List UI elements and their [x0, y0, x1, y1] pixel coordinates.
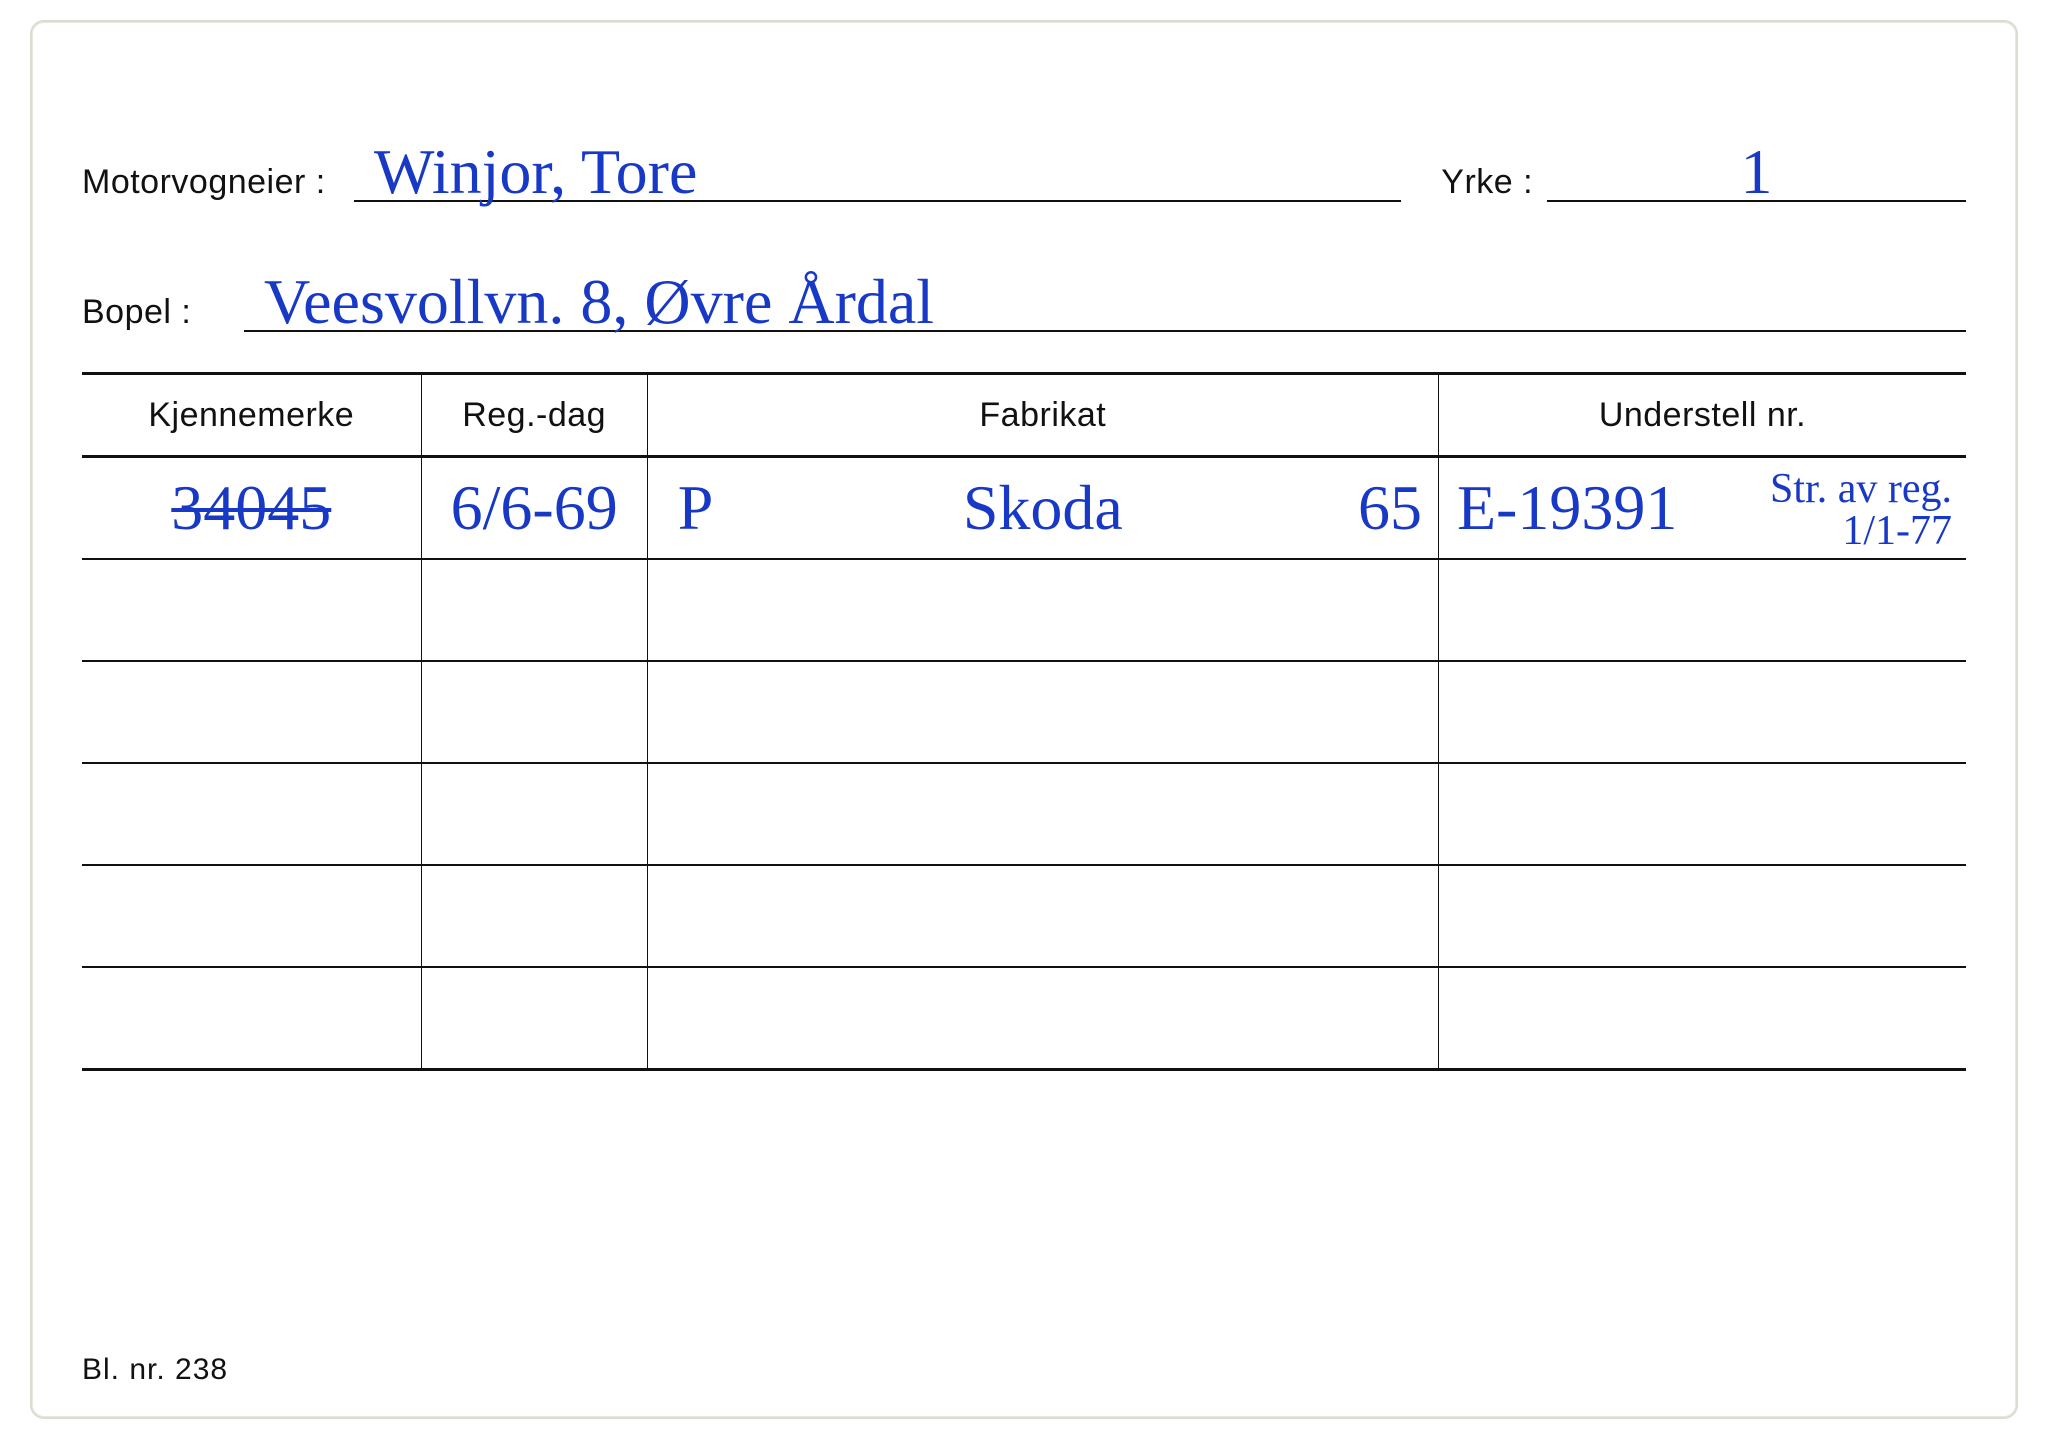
row-bopel: Bopel : Veesvollvn. 8, Øvre Årdal: [82, 242, 1966, 332]
card-content: Motorvogneier : Winjor, Tore Yrke : 1 Bo…: [82, 112, 1966, 1377]
value-fabrikat-name: Skoda: [963, 476, 1123, 540]
table-header-row: Kjennemerke Reg.-dag Fabrikat Understell…: [82, 374, 1966, 457]
line-bopel: Veesvollvn. 8, Øvre Årdal: [244, 270, 1966, 332]
value-fabrikat-prefix: P: [678, 476, 714, 540]
table-row: [82, 661, 1966, 763]
th-fabrikat: Fabrikat: [647, 374, 1438, 457]
value-bopel: Veesvollvn. 8, Øvre Årdal: [264, 270, 934, 334]
label-yrke: Yrke :: [1401, 163, 1547, 202]
th-kjennemerke: Kjennemerke: [82, 374, 421, 457]
table-row: [82, 967, 1966, 1070]
table-row: [82, 763, 1966, 865]
vehicle-table: Kjennemerke Reg.-dag Fabrikat Understell…: [82, 372, 1966, 1071]
index-card: Motorvogneier : Winjor, Tore Yrke : 1 Bo…: [30, 20, 2018, 1419]
line-yrke: 1: [1547, 140, 1966, 202]
form-number: Bl. nr. 238: [82, 1353, 228, 1387]
label-motorvogneier: Motorvogneier :: [82, 163, 354, 202]
table-row: 34045 6/6-69 P Skoda 65: [82, 457, 1966, 560]
form-number-label: Bl. nr.: [82, 1353, 166, 1386]
understell-wrap: E-19391 Str. av reg. 1/1-77: [1439, 458, 1966, 558]
table-row: [82, 559, 1966, 661]
value-understell-nr: E-19391: [1457, 476, 1677, 540]
th-reg-dag: Reg.-dag: [421, 374, 647, 457]
table-body: 34045 6/6-69 P Skoda 65: [82, 457, 1966, 1070]
form-number-value: 238: [175, 1353, 228, 1386]
page: Motorvogneier : Winjor, Tore Yrke : 1 Bo…: [0, 0, 2048, 1439]
value-kjennemerke: 34045: [171, 476, 331, 540]
cell-fabrikat: P Skoda 65: [647, 457, 1438, 560]
cell-reg-dag: 6/6-69: [421, 457, 647, 560]
line-motorvogneier: Winjor, Tore: [354, 140, 1401, 202]
value-reg-dag: 6/6-69: [451, 476, 618, 540]
value-fabrikat-year: 65: [1358, 476, 1422, 540]
label-bopel: Bopel :: [82, 293, 244, 332]
th-understell: Understell nr.: [1438, 374, 1966, 457]
value-understell-note-top: Str. av reg.: [1770, 468, 1952, 510]
value-motorvogneier: Winjor, Tore: [374, 140, 697, 204]
value-understell-note-bottom: 1/1-77: [1842, 510, 1952, 552]
cell-kjennemerke: 34045: [82, 457, 421, 560]
row-motorvogneier-yrke: Motorvogneier : Winjor, Tore Yrke : 1: [82, 112, 1966, 202]
table-row: [82, 865, 1966, 967]
fabrikat-wrap: P Skoda 65: [648, 458, 1438, 558]
value-yrke: 1: [1741, 140, 1773, 204]
cell-understell: E-19391 Str. av reg. 1/1-77: [1438, 457, 1966, 560]
